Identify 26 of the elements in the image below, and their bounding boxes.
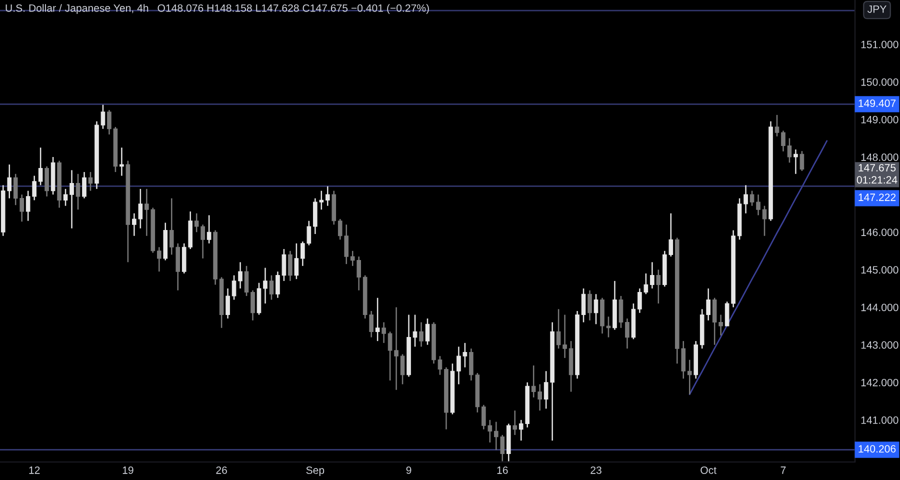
x-tick-label: 26 (216, 466, 227, 474)
text: 147.675 01:21:24 (856, 164, 898, 184)
x-tick-label: 23 (590, 466, 602, 474)
y-axis-title: JPY (867, 5, 886, 13)
y-tick-label: 150.000 (861, 78, 898, 86)
ref-line-label: 147.222 (858, 194, 896, 201)
y-tick-label: 144.000 (861, 304, 898, 312)
y-tick-label: 141.000 (861, 416, 898, 424)
x-tick-label: Sep (306, 466, 324, 476)
y-tick-label: 149.000 (861, 116, 898, 124)
y-tick-label: 142.000 (861, 378, 898, 386)
x-tick-label: 12 (29, 466, 40, 474)
x-tick-label: 9 (406, 466, 412, 474)
y-tick-label: 143.000 (861, 341, 898, 349)
chart-title: U.S. Dollar / Japanese Yen, 4h (6, 4, 148, 14)
y-tick-label: 146.000 (861, 228, 898, 236)
x-tick-label: 7 (780, 466, 786, 474)
y-tick-label: 151.000 (861, 40, 898, 48)
y-tick-label: 148.000 (861, 153, 898, 161)
ref-line-label: 140.206 (858, 445, 896, 453)
chart-subtitle: O148.076 H148.158 L147.628 C147.675 −0.401 (−0.27%) (158, 4, 429, 14)
x-tick-label: 19 (122, 466, 134, 474)
ref-line-label: 149.407 (858, 100, 896, 107)
x-tick-label: Oct (700, 466, 716, 474)
y-tick-label: 145.000 (861, 266, 898, 274)
x-tick-label: 16 (497, 466, 508, 474)
